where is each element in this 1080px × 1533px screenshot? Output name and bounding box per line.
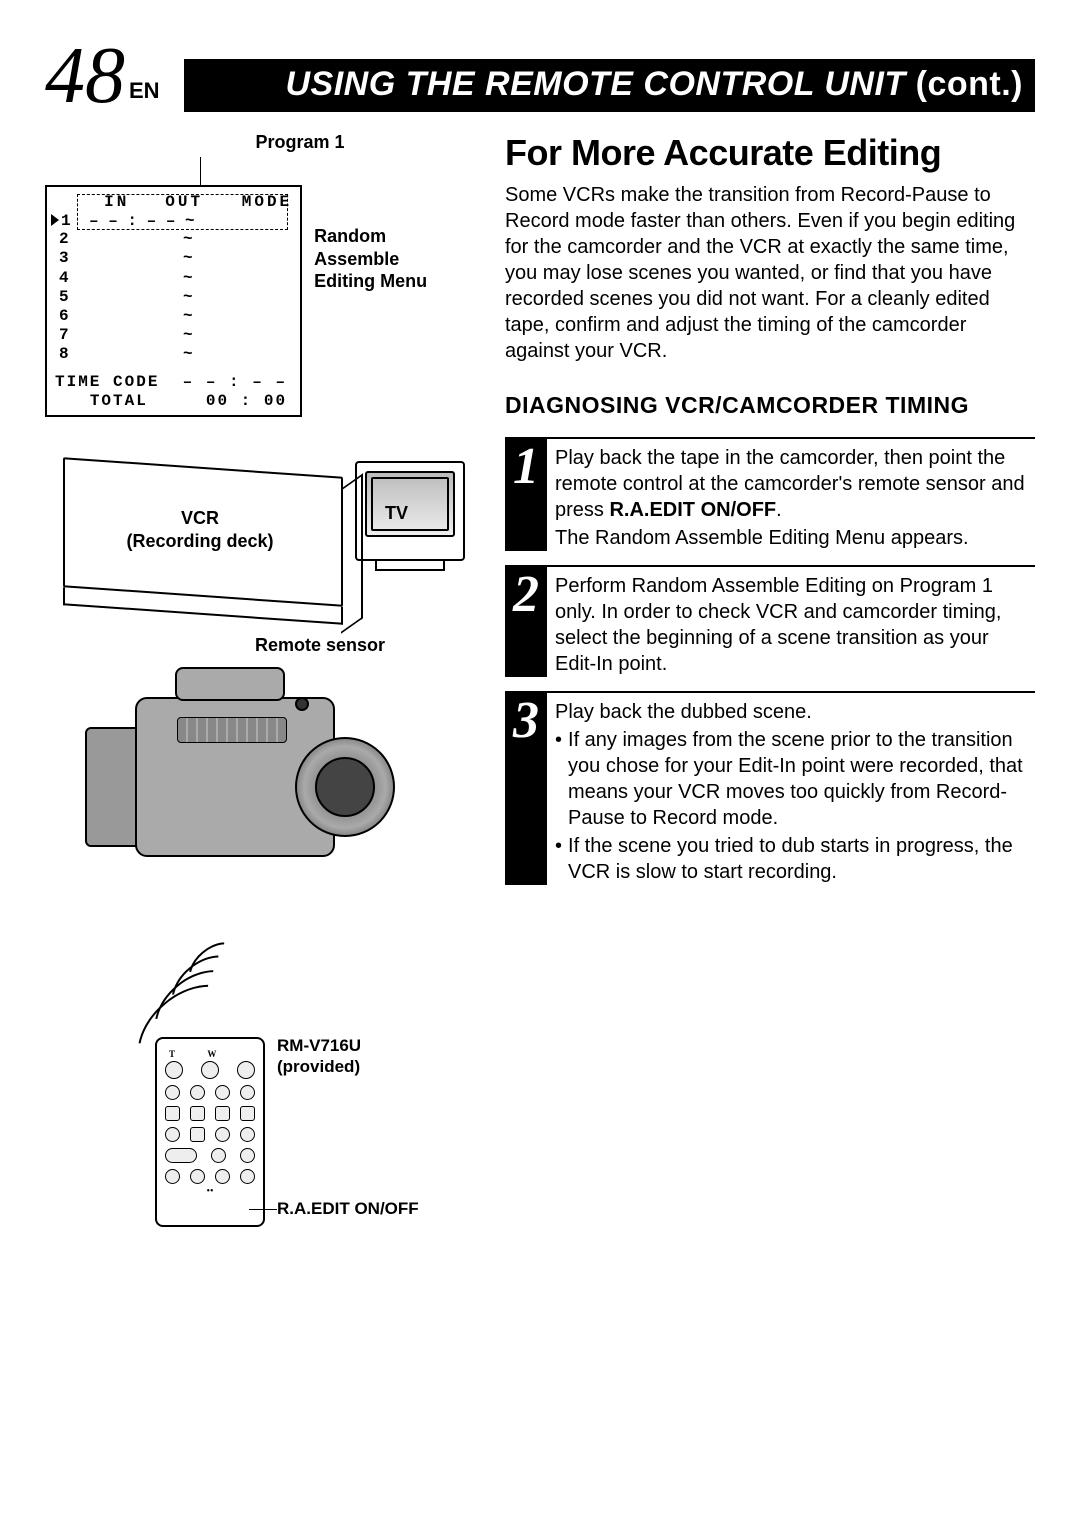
right-column: For More Accurate Editing Some VCRs make… [505, 132, 1035, 1247]
menu-tilde: ~ [183, 288, 193, 307]
cam-sensor [295, 697, 309, 711]
step-3-bullet-1: If any images from the scene prior to th… [555, 727, 1035, 831]
step-2: 2 Perform Random Assemble Editing on Pro… [505, 565, 1035, 677]
page-lang: EN [129, 78, 160, 104]
page-header: 48 EN USING THE REMOTE CONTROL UNIT (con… [45, 40, 1035, 112]
editing-menu-box: IN OUT MODE 1 – – : – – ~ 2~ 3~ 4~ 5~ 6~… [45, 185, 302, 417]
step-body: Play back the dubbed scene. If any image… [555, 699, 1035, 885]
menu-tilde: ~ [183, 230, 193, 249]
tv-screen [365, 471, 455, 537]
camcorder-illustration [85, 667, 405, 927]
remote-model-l1: RM-V716U [277, 1035, 361, 1056]
menu-tilde: ~ [183, 249, 193, 268]
step-number-box: 1 [505, 439, 547, 551]
remote-model-label: RM-V716U (provided) [277, 1035, 361, 1078]
step-1: 1 Play back the tape in the camcorder, t… [505, 437, 1035, 551]
step-number: 3 [513, 693, 539, 747]
setup-diagram: VCR (Recording deck) TV Remote sensor [45, 467, 475, 1247]
raedit-leader-line [249, 1209, 277, 1210]
total-label: TOTAL [90, 392, 148, 410]
menu-row-1-highlight: 1 – – : – – ~ [55, 210, 292, 230]
tv-stand [375, 561, 445, 571]
menu-row-1-val: – – : – – ~ [89, 212, 195, 231]
menu-row-idx: 7 [59, 326, 83, 345]
remote-illustration: TW •• [155, 1037, 265, 1227]
chapter-cont: (cont.) [916, 65, 1023, 103]
time-code-val: – – : – – [183, 373, 287, 391]
menu-row: IN OUT MODE 1 – – : – – ~ 2~ 3~ 4~ 5~ 6~… [45, 185, 475, 417]
cam-handle [175, 667, 285, 701]
step-1-text-c: . [776, 499, 782, 521]
intro-paragraph: Some VCRs make the transition from Recor… [505, 182, 1035, 364]
menu-row-idx: 8 [59, 345, 83, 364]
step-2-text: Perform Random Assemble Editing on Progr… [555, 575, 1001, 675]
vcr-label-l2: (Recording deck) [85, 530, 315, 553]
step-body: Play back the tape in the camcorder, the… [555, 445, 1035, 551]
menu-tilde: ~ [183, 269, 193, 288]
program-label: Program 1 [125, 132, 475, 153]
time-code-label: TIME CODE [55, 373, 159, 391]
menu-tilde: ~ [183, 326, 193, 345]
menu-caption: Random Assemble Editing Menu [314, 185, 475, 293]
vcr-label-l1: VCR [85, 507, 315, 530]
step-3-bullet-2: If the scene you tried to dub starts in … [555, 833, 1035, 885]
tv-illustration [355, 461, 465, 561]
sub-title: DIAGNOSING VCR/CAMCORDER TIMING [505, 392, 1035, 419]
menu-footer: TIME CODE – – : – – TOTAL 00 : 00 [55, 373, 292, 411]
menu-caption-l1: Random Assemble [314, 225, 475, 270]
section-title: For More Accurate Editing [505, 132, 1035, 174]
menu-row-idx: 5 [59, 288, 83, 307]
step-number: 1 [513, 439, 539, 493]
menu-row-idx: 4 [59, 269, 83, 288]
chapter-title-bar: USING THE REMOTE CONTROL UNIT (cont.) [184, 59, 1035, 112]
raedit-button [240, 1169, 255, 1184]
remote-sensor-label: Remote sensor [255, 635, 385, 656]
step-number-box: 2 [505, 567, 547, 677]
step-number-box: 3 [505, 693, 547, 885]
remote-w-label: W [207, 1049, 216, 1059]
menu-row-idx: 2 [59, 230, 83, 249]
left-column: Program 1 IN OUT MODE 1 – – : – – ~ 2~ 3… [45, 132, 475, 1247]
step-body: Perform Random Assemble Editing on Progr… [555, 573, 1035, 677]
step-1-bold: R.A.EDIT ON/OFF [609, 499, 776, 521]
menu-tilde: ~ [183, 307, 193, 326]
menu-row-1-idx: 1 [61, 212, 71, 230]
remote-t-label: T [169, 1049, 175, 1059]
step-3: 3 Play back the dubbed scene. If any ima… [505, 691, 1035, 885]
chapter-title: USING THE REMOTE CONTROL UNIT [285, 65, 905, 103]
menu-row-idx: 6 [59, 307, 83, 326]
menu-caption-l2: Editing Menu [314, 270, 475, 293]
menu-row-idx: 3 [59, 249, 83, 268]
program-pointer-line [200, 157, 475, 185]
page-number: 48 [45, 40, 125, 112]
remote-model-l2: (provided) [277, 1056, 361, 1077]
cam-controls [177, 717, 287, 743]
menu-rows: 2 ~ 3 ~ 4 ~ 5 ~ 6 ~ 7 ~ 8 ~ [55, 230, 292, 364]
step-3-text: Play back the dubbed scene. [555, 701, 812, 723]
ir-signal-waves [125, 947, 255, 1027]
tv-label: TV [385, 503, 408, 524]
step-1-sub: The Random Assemble Editing Menu appears… [555, 525, 1035, 551]
total-val: 00 : 00 [206, 392, 287, 410]
raedit-label: R.A.EDIT ON/OFF [277, 1199, 419, 1219]
menu-tilde: ~ [183, 345, 193, 364]
vcr-label: VCR (Recording deck) [85, 507, 315, 554]
step-number: 2 [513, 567, 539, 621]
cam-lens [295, 737, 395, 837]
